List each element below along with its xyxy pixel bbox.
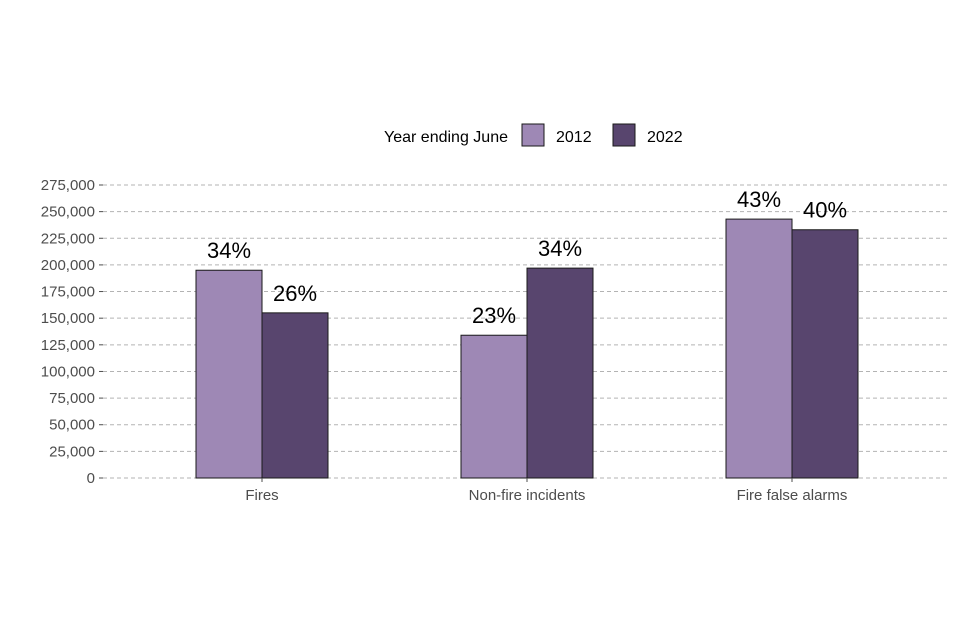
bar-2022-1 [526,267,594,479]
data-label: 43% [737,187,781,212]
y-tick-label: 125,000 [41,337,95,354]
data-label: 40% [803,198,847,223]
y-tick-label: 225,000 [41,230,95,247]
x-tick-label: Non-fire incidents [469,487,586,504]
data-label: 23% [472,303,516,328]
y-tick-label: 50,000 [49,417,95,434]
x-axis: Fires Non-fire incidents Fire false alarms [245,478,847,504]
y-tick-label: 75,000 [49,390,95,407]
y-tick-label: 100,000 [41,363,95,380]
data-labels: 34% 26% 23% 34% 43% 40% [207,187,847,328]
legend-title: Year ending June [384,129,508,146]
legend-label-2012: 2012 [556,129,592,146]
bar-2012-0 [195,269,263,479]
x-tick-label: Fires [245,487,278,504]
bar-2012-2 [725,218,793,479]
y-tick-label: 200,000 [41,257,95,274]
data-label: 34% [538,236,582,261]
y-tick-label: 275,000 [41,177,95,194]
bar-2022-2 [791,229,859,479]
y-tick-label: 175,000 [41,284,95,301]
data-label: 26% [273,281,317,306]
data-label: 34% [207,238,251,263]
x-tick-label: Fire false alarms [737,487,848,504]
legend-swatch-2012 [521,123,545,147]
legend-label-2022: 2022 [647,129,683,146]
y-tick-label: 25,000 [49,443,95,460]
bar-2012-1 [460,334,528,479]
y-axis: 0 25,000 50,000 75,000 100,000 125,000 150,000… [41,177,103,487]
legend-swatch-2022 [612,123,636,147]
legend: Year ending June 2012 2022 [384,123,683,147]
y-tick-label: 0 [87,470,95,487]
bar-2022-0 [261,312,329,479]
y-tick-label: 150,000 [41,310,95,327]
bars [195,218,859,479]
y-tick-label: 250,000 [41,204,95,221]
